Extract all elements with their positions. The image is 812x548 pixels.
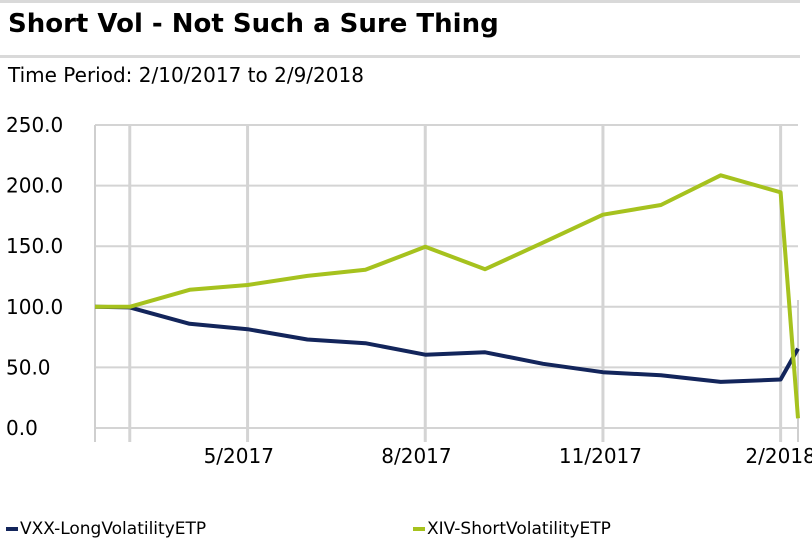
series-line-xiv: [95, 173, 800, 419]
legend-swatch-vxx: [6, 527, 18, 531]
label-layer: 0.0 50.0 100.0 150.0 200.0 250.0 5/2017 8/2017 1…: [6, 113, 812, 468]
y-tick-label: 250.0: [6, 113, 63, 137]
series-layer: [94, 173, 800, 419]
y-tick-label: 50.0: [6, 355, 51, 379]
x-tick-label: 5/2017: [204, 444, 274, 468]
y-tick-label: 100.0: [6, 295, 63, 319]
x-tick-label: 8/2017: [381, 444, 451, 468]
legend-label-vxx: VXX-LongVolatilityETP: [20, 519, 207, 539]
y-tick-label: 150.0: [6, 234, 63, 258]
legend-item-vxx: VXX-LongVolatilityETP: [6, 519, 206, 539]
chart-title: Short Vol - Not Such a Sure Thing: [8, 9, 499, 39]
axis-layer: [94, 125, 799, 442]
x-tick-label: 2/2018: [745, 444, 812, 468]
x-tick-label: 11/2017: [559, 444, 642, 468]
legend-swatch-xiv: [413, 527, 425, 531]
line-chart: 0.0 50.0 100.0 150.0 200.0 250.0 5/2017 8/2017 1…: [6, 113, 812, 468]
chart-subtitle: Time Period: 2/10/2017 to 2/9/2018: [8, 63, 364, 87]
legend-item-xiv: XIV-ShortVolatilityETP: [413, 519, 611, 539]
y-tick-label: 200.0: [6, 174, 63, 198]
grid-layer: [95, 124, 798, 442]
legend-label-xiv: XIV-ShortVolatilityETP: [427, 519, 611, 539]
top-rule: [0, 0, 800, 3]
y-tick-label: 0.0: [6, 416, 38, 440]
series-line-vxx: [94, 304, 800, 384]
title-divider: [0, 55, 800, 58]
